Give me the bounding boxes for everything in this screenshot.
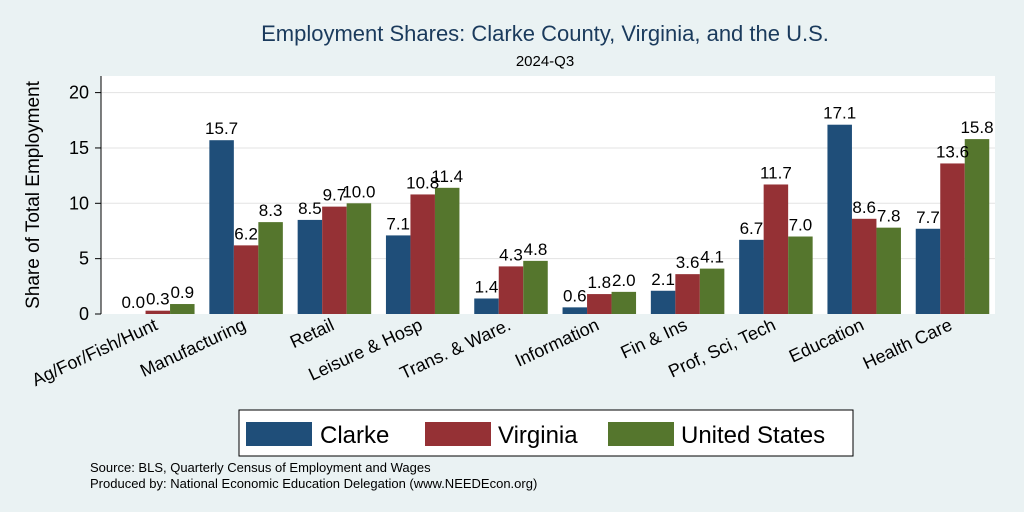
- bar-clarke-leisure-hosp: [385, 235, 411, 314]
- x-tick-label: Health Care: [860, 314, 956, 373]
- data-label: 8.3: [259, 201, 283, 220]
- legend-label-virginia: Virginia: [498, 422, 578, 449]
- data-label: 10.0: [342, 182, 375, 201]
- bar-virginia-trans-ware: [498, 266, 524, 314]
- data-label: 7.0: [789, 216, 813, 235]
- y-axis-title: Share of Total Employment: [23, 80, 44, 308]
- data-label: 7.7: [916, 208, 940, 227]
- y-tick-label: 15: [69, 138, 89, 158]
- bar-clarke-information: [562, 307, 588, 314]
- bar-virginia-education: [851, 218, 877, 314]
- bar-virginia-prof-sci-tech: [763, 184, 789, 314]
- chart-subtitle: 2024-Q3: [516, 53, 574, 70]
- data-label: 15.8: [960, 118, 993, 137]
- bar-united-states-trans-ware: [523, 260, 548, 314]
- data-label: 15.7: [205, 119, 238, 138]
- y-tick-label: 10: [69, 193, 89, 213]
- bar-virginia-ag-for-fish-hunt: [145, 310, 171, 314]
- legend-swatch-united-states: [608, 422, 674, 446]
- chart-title: Employment Shares: Clarke County, Virgin…: [261, 21, 829, 46]
- bar-united-states-education: [876, 227, 901, 314]
- data-label: 8.6: [852, 198, 876, 217]
- bar-united-states-manufacturing: [258, 222, 283, 314]
- bar-united-states-health-care: [964, 139, 990, 314]
- bar-united-states-ag-for-fish-hunt: [170, 304, 195, 314]
- bars: [145, 124, 990, 315]
- data-label: 4.3: [499, 245, 523, 264]
- data-label: 1.4: [475, 278, 499, 297]
- data-label: 2.0: [612, 271, 636, 290]
- legend-swatch-virginia: [425, 422, 491, 446]
- x-tick-label: Ag/For/Fish/Hunt: [29, 314, 161, 390]
- bar-clarke-health-care: [915, 228, 941, 314]
- bar-united-states-retail: [346, 203, 372, 314]
- data-label: 0.6: [563, 286, 587, 305]
- data-label: 6.2: [234, 224, 258, 243]
- y-axis-ticks: 0 5 10 15 20: [69, 83, 101, 324]
- bar-virginia-manufacturing: [233, 245, 259, 314]
- legend-swatch-clarke: [246, 422, 312, 446]
- bar-virginia-fin-ins: [675, 274, 700, 314]
- data-label: 4.1: [700, 248, 724, 267]
- x-tick-label: Information: [512, 314, 602, 370]
- bar-clarke-retail: [297, 219, 323, 314]
- data-label: 13.6: [936, 142, 969, 161]
- x-tick-label: Retail: [287, 314, 337, 352]
- x-tick-label: Education: [786, 314, 867, 366]
- bar-virginia-leisure-hosp: [410, 194, 435, 314]
- data-label: 0.3: [146, 290, 170, 309]
- bar-virginia-health-care: [940, 163, 965, 314]
- data-label: 4.8: [524, 240, 548, 259]
- data-label: 11.7: [760, 163, 792, 182]
- data-label: 2.1: [651, 270, 675, 289]
- produced-by-note: Produced by: National Economic Education…: [90, 476, 537, 491]
- legend-label-united-states: United States: [681, 422, 825, 449]
- data-label: 11.4: [431, 167, 463, 186]
- y-tick-label: 0: [79, 304, 89, 324]
- data-label: 8.5: [298, 199, 322, 218]
- legend: Clarke Virginia United States: [238, 409, 854, 457]
- data-label: 0.0: [121, 293, 145, 312]
- bar-clarke-manufacturing: [209, 140, 234, 314]
- bar-virginia-retail: [322, 206, 347, 314]
- x-tick-label: Fin & Ins: [617, 314, 690, 362]
- data-label: 1.8: [587, 273, 611, 292]
- bar-clarke-education: [827, 124, 852, 315]
- data-label: 0.9: [170, 283, 194, 302]
- bar-united-states-prof-sci-tech: [788, 236, 813, 314]
- bar-clarke-fin-ins: [650, 290, 676, 314]
- bar-united-states-information: [611, 291, 637, 314]
- data-label: 10.8: [406, 173, 439, 192]
- legend-label-clarke: Clarke: [320, 422, 389, 449]
- y-tick-label: 5: [79, 249, 89, 269]
- bar-clarke-trans-ware: [474, 298, 499, 314]
- data-label: 6.7: [740, 219, 764, 238]
- bar-virginia-information: [587, 294, 612, 314]
- bar-clarke-prof-sci-tech: [739, 239, 764, 314]
- data-label: 7.8: [877, 207, 901, 226]
- data-label: 7.1: [386, 214, 410, 233]
- data-labels: 0.0 0.3 0.9 15.7 6.28.3 8.59.710.0 7.1 10.811.4…: [121, 104, 993, 312]
- legend-box: [238, 409, 854, 457]
- source-note: Source: BLS, Quarterly Census of Employm…: [90, 460, 431, 475]
- data-label: 17.1: [823, 104, 856, 123]
- y-tick-label: 20: [69, 83, 89, 103]
- bar-united-states-leisure-hosp: [434, 187, 460, 314]
- bar-united-states-fin-ins: [699, 268, 725, 314]
- data-label: 9.7: [323, 186, 347, 205]
- data-label: 3.6: [676, 253, 700, 272]
